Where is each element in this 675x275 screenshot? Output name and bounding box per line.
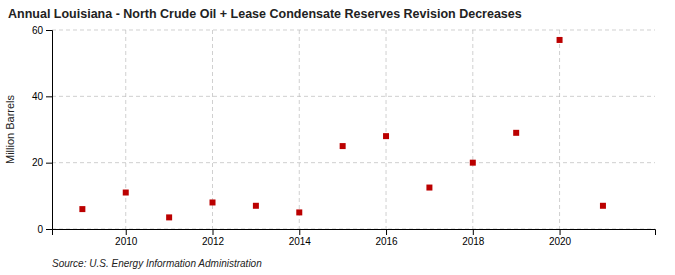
x-tick: 2020	[549, 229, 572, 247]
x-grid-line	[386, 30, 387, 229]
title: Annual Louisiana - North Crude Oil + Lea…	[8, 7, 522, 21]
x-tick-label: 2012	[202, 236, 225, 247]
y-tick-mark	[46, 96, 52, 97]
x-tick-mark	[126, 229, 127, 235]
y-grid-line	[52, 162, 655, 163]
y-tick-label: 20	[32, 157, 44, 168]
point	[79, 206, 85, 212]
point	[340, 143, 346, 149]
x-tick-label: 2014	[289, 236, 312, 247]
y-axis-line	[46, 31, 53, 230]
grid	[52, 30, 655, 229]
x-tick: 2010	[115, 229, 138, 247]
point	[470, 160, 476, 166]
point	[600, 203, 606, 209]
x-tick-label: 2020	[549, 236, 572, 247]
point	[513, 130, 519, 136]
point	[296, 209, 302, 215]
y-grid-line	[52, 96, 655, 97]
plot: 2010 2012 2014 2016 2018 2020 0 20 40 60	[32, 25, 656, 247]
x-tick: 2016	[375, 229, 398, 247]
x-grid-line	[212, 30, 213, 229]
y-grid-line	[52, 30, 655, 31]
point	[253, 203, 259, 209]
y-tick-label: 60	[32, 25, 44, 36]
x-tick-label: 2010	[115, 236, 138, 247]
x-tick: 2014	[289, 229, 312, 247]
x-tick-mark	[299, 229, 300, 235]
point	[426, 185, 432, 191]
chart: 2010 2012 2014 2016 2018 2020 0 20 40 60 Annual Lo…	[0, 0, 675, 275]
y-tick: 0	[37, 224, 52, 235]
point	[166, 214, 172, 220]
y-tick-mark	[46, 163, 52, 164]
y-tick-label: 40	[32, 91, 44, 102]
y-tick: 60	[32, 25, 52, 36]
x-grid-line	[472, 30, 473, 229]
point	[123, 190, 129, 196]
x-axis-line	[53, 230, 656, 236]
source-annotation: Source: U.S. Energy Information Administ…	[52, 258, 262, 269]
y-tick-mark	[46, 229, 52, 230]
point	[383, 133, 389, 139]
x-axis: 2010 2012 2014 2016 2018 2020	[53, 229, 656, 247]
x-tick: 2018	[462, 229, 485, 247]
y-tick-label: 0	[37, 224, 43, 235]
x-tick-mark	[213, 229, 214, 235]
y-axis: 0 20 40 60	[32, 25, 53, 235]
x-tick-mark	[386, 229, 387, 235]
point	[210, 199, 216, 205]
x-grid-line	[559, 30, 560, 229]
x-tick-mark	[473, 229, 474, 235]
x-grid-line	[299, 30, 300, 229]
x-tick: 2012	[202, 229, 225, 247]
x-tick-label: 2016	[375, 236, 398, 247]
x-grid-line	[125, 30, 126, 229]
point	[557, 37, 563, 43]
y-tick: 40	[32, 91, 52, 102]
y-tick-mark	[46, 30, 52, 31]
x-tick-label: 2018	[462, 236, 485, 247]
points	[79, 37, 606, 220]
y-tick: 20	[32, 157, 52, 168]
y-axis-title: Million Barrels	[4, 94, 16, 164]
x-tick-mark	[560, 229, 561, 235]
